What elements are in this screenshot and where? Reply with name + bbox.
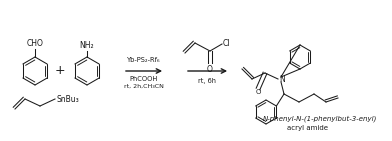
- Text: O: O: [207, 65, 213, 74]
- Text: N: N: [279, 74, 285, 83]
- Text: N-phenyl-N-(1-phenylbut-3-enyl): N-phenyl-N-(1-phenylbut-3-enyl): [263, 116, 377, 122]
- Text: NH₂: NH₂: [80, 41, 94, 50]
- Text: PhCOOH: PhCOOH: [130, 76, 158, 82]
- Text: O: O: [255, 89, 261, 94]
- Text: Cl: Cl: [223, 39, 230, 49]
- Text: SnBu₃: SnBu₃: [57, 94, 80, 103]
- Text: +: +: [55, 64, 65, 78]
- Text: rt, 2h,CH₃CN: rt, 2h,CH₃CN: [124, 84, 164, 89]
- Text: Yb-PS₂-Rf₆: Yb-PS₂-Rf₆: [127, 57, 161, 63]
- Text: CHO: CHO: [27, 39, 44, 48]
- Text: acryl amide: acryl amide: [287, 125, 328, 131]
- Text: rt, 6h: rt, 6h: [198, 78, 216, 84]
